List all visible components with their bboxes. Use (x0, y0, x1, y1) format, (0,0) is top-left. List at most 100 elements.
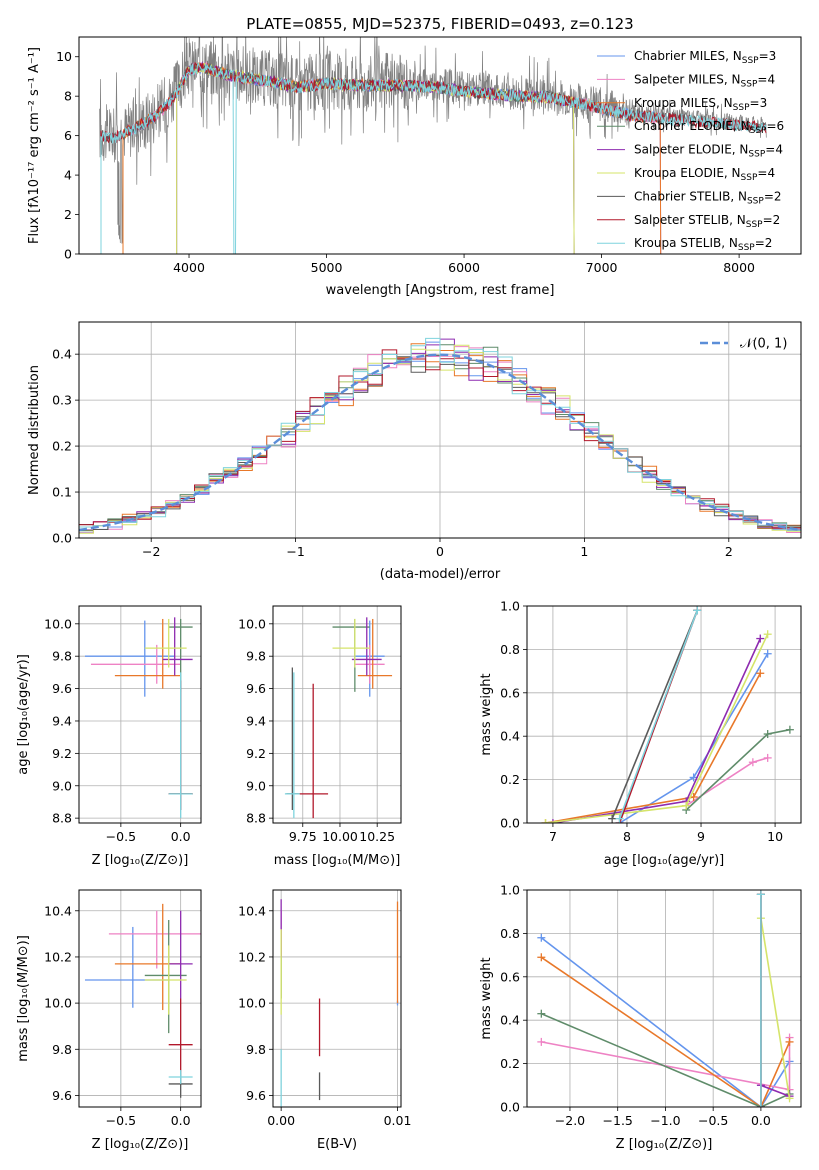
mass_vs_Z-plot-area (84, 903, 201, 1098)
x-axis-label: Z [log₁₀(Z/Z⊙)] (92, 853, 189, 868)
spectrum-panel: 4000 5000 6000 7000 8000 0 2 4 6 8 10 PLATE=0855, M… (27, 15, 802, 298)
legend-label-suffix: =2 (755, 236, 773, 250)
y-tick-label: 8.8 (52, 811, 72, 826)
y-tick-label: 0.8 (500, 642, 520, 657)
observed-spectrum-line (99, 37, 767, 244)
legend-label-suffix: =2 (763, 213, 781, 227)
y-tick-label: 0.2 (52, 439, 72, 454)
y-tick-label: 9.2 (52, 746, 72, 761)
legend-label-sub: SSP (741, 173, 758, 183)
y-axis-label: mass weight (479, 957, 494, 1039)
y-tick-label: 0.2 (500, 772, 520, 787)
y-tick-label: 0.3 (52, 393, 72, 408)
y-tick-label: 9.0 (246, 778, 266, 793)
y-tick-label: 0.0 (500, 816, 520, 831)
age_vs_mass-plot-area (284, 617, 393, 819)
y-tick-label: 10.4 (44, 903, 72, 918)
y-tick-label: 9.4 (52, 713, 72, 728)
y-tick-label: 8.8 (246, 811, 266, 826)
legend-label: Chabrier STELIB, NSSP=2 (634, 189, 782, 206)
chart-title: PLATE=0855, MJD=52375, FIBERID=0493, z=0… (246, 15, 633, 33)
y-axis-label: age [log₁₀(age/yr)] (16, 654, 31, 775)
axes-frame (526, 605, 802, 824)
series-line (540, 956, 791, 1107)
series-line (545, 633, 769, 823)
y-axis-label: Normed distribution (27, 365, 42, 495)
y-axis-label: mass [log₁₀(M/M⊙)] (16, 935, 31, 1062)
mass_vs_Z-panel: −0.5 0.0 9.6 9.8 10.0 10.2 10.4 Z [log₁₀(Z/Z⊙)]… (16, 889, 202, 1152)
x-tick-label: 9.75 (289, 829, 317, 844)
legend-label-sub: SSP (733, 103, 750, 113)
x-axis-label: Z [log₁₀(Z/Z⊙)] (92, 1137, 189, 1152)
y-tick-label: 9.0 (52, 778, 72, 793)
y-tick-label: 10.0 (238, 616, 266, 631)
massweight_vs_age-panel: 7 8 9 10 0.0 0.2 0.4 0.6 0.8 1.0 age [log₁₀(age/yr… (479, 599, 802, 868)
y-tick-label: 10 (56, 49, 72, 64)
legend-label-sub: SSP (748, 150, 765, 160)
axes-frame (272, 889, 402, 1108)
x-tick-label: 2 (725, 544, 733, 559)
y-tick-label: 0.4 (500, 729, 520, 744)
y-tick-label: 9.6 (246, 1088, 266, 1103)
massweight_vs_Z-panel: −2.0 −1.5 −1.0 −0.5 0.0 0.0 0.2 0.4 0.6 0.8 1.0 Z [… (479, 883, 802, 1152)
y-tick-label: 0.4 (500, 1013, 520, 1028)
y-tick-label: 2 (64, 207, 72, 222)
legend: Chabrier MILES, NSSP=3 Salpeter MILES, NS… (597, 49, 784, 253)
legend-label-suffix: =3 (750, 96, 768, 110)
series-line (685, 728, 791, 811)
x-tick-label: 7 (549, 829, 557, 844)
massweight_vs_age-plot-area (541, 606, 794, 823)
legend-label-sub: SSP (741, 79, 758, 89)
y-tick-label: 4 (64, 168, 72, 183)
x-tick-label: 5000 (311, 260, 343, 275)
legend-label-suffix: =2 (764, 189, 782, 203)
legend-label-suffix: =4 (765, 143, 783, 157)
series-line (540, 937, 791, 1107)
y-tick-label: 0.6 (500, 969, 520, 984)
mass_vs_EBV-panel: 0.00 0.01 9.6 9.8 10.0 10.2 10.4 E(B-V) (238, 889, 412, 1152)
axes-frame (526, 889, 802, 1108)
y-tick-label: 10.0 (44, 616, 72, 631)
series-line (611, 609, 699, 820)
legend-label-sub: SSP (742, 56, 759, 66)
x-axis-label: age [log₁₀(age/yr)] (604, 853, 725, 868)
residuals-panel: −2 −1 0 1 2 0.0 0.1 0.2 0.3 0.4 (data-model)/error… (27, 321, 802, 582)
age_vs_Z-panel: −0.5 0.0 8.8 9.0 9.2 9.4 9.6 9.8 10.0 Z [log₁₀(Z/… (16, 605, 202, 868)
x-tick-label: 10.25 (359, 829, 395, 844)
x-tick-label: −0.5 (106, 1113, 136, 1128)
series-line (545, 672, 762, 823)
x-tick-label: −2.0 (555, 1113, 585, 1128)
x-tick-label: 8000 (723, 260, 755, 275)
y-axis-label: Flux [fλ10⁻¹⁷ erg cm⁻² s⁻¹ A⁻¹] (27, 47, 42, 244)
legend-label: Salpeter ELODIE, NSSP=4 (634, 143, 783, 160)
x-tick-label: 0.0 (171, 829, 191, 844)
y-tick-label: 9.6 (52, 681, 72, 696)
x-axis-label: mass [log₁₀(M/M⊙)] (274, 853, 401, 868)
x-tick-label: 0 (436, 544, 444, 559)
legend-label-suffix: =4 (757, 72, 775, 86)
x-tick-label: 0.01 (384, 1113, 412, 1128)
y-tick-label: 9.4 (246, 713, 266, 728)
legend-label: Salpeter STELIB, NSSP=2 (634, 213, 780, 230)
legend-label-sub: SSP (750, 126, 767, 136)
legend-label-suffix: =6 (766, 119, 784, 133)
legend-label: Chabrier MILES, NSSP=3 (634, 49, 776, 66)
legend-label-suffix: =4 (757, 166, 775, 180)
legend-label-sub: SSP (747, 196, 764, 206)
x-tick-label: 0.0 (171, 1113, 191, 1128)
y-tick-label: 0.6 (500, 685, 520, 700)
axes-frame (78, 36, 802, 255)
y-tick-label: 10.2 (44, 949, 72, 964)
y-tick-label: 10.0 (238, 996, 266, 1011)
massweight_vs_Z-plot-area (537, 890, 794, 1107)
age_vs_mass-panel: 9.75 10.00 10.25 8.8 9.0 9.2 9.4 9.6 9.8 10.0 mass… (238, 605, 402, 868)
y-axis-label: mass weight (479, 673, 494, 755)
x-tick-label: 1 (580, 544, 588, 559)
legend-label-suffix: =3 (759, 49, 777, 63)
y-tick-label: 9.8 (52, 649, 72, 664)
legend-label: Kroupa ELODIE, NSSP=4 (634, 166, 775, 183)
axes-frame (78, 889, 202, 1108)
x-tick-label: 10 (767, 829, 783, 844)
x-tick-label: −2 (142, 544, 160, 559)
